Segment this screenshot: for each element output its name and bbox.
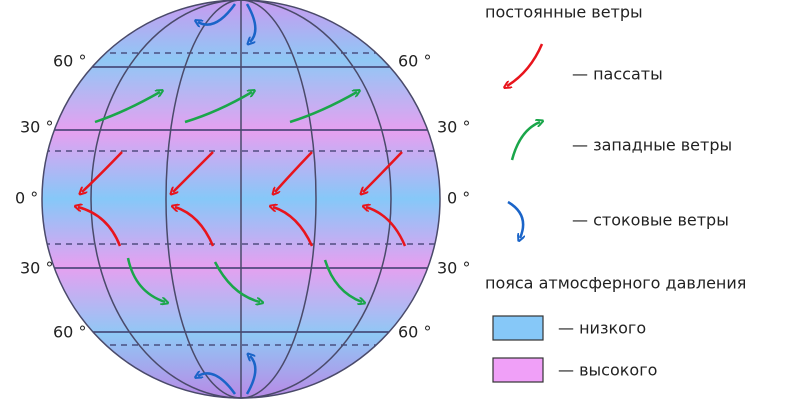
legend-label: — западные ветры — [572, 136, 732, 155]
legend-swatch — [492, 357, 544, 383]
legend-label: — низкого — [558, 319, 646, 338]
westerlies — [94, 92, 362, 302]
lat-label: 60 ° — [398, 52, 431, 71]
legend-label: — стоковые ветры — [572, 211, 729, 230]
lat-label: 30 ° — [437, 118, 470, 137]
lat-label: 30 ° — [20, 259, 53, 278]
polar-winds — [198, 3, 257, 395]
lat-label: 30 ° — [437, 259, 470, 278]
latitude-labels: 60 ° 60 ° 30 ° 30 ° 0 ° 0 ° 30 ° 30 ° 60… — [15, 52, 470, 342]
globe — [41, 0, 441, 399]
lat-label: 60 ° — [398, 323, 431, 342]
legend-label: — высокого — [558, 361, 657, 380]
lat-label: 0 ° — [447, 189, 470, 208]
trade-winds — [78, 151, 407, 247]
legend: постоянные ветры — пассаты — западные ве… — [485, 3, 746, 383]
lat-label: 30 ° — [20, 118, 53, 137]
lat-label: 60 ° — [53, 323, 86, 342]
lat-label: 60 ° — [53, 52, 86, 71]
legend-swatch — [492, 315, 544, 341]
legend-label: — пассаты — [572, 65, 663, 84]
lat-label: 0 ° — [15, 189, 38, 208]
legend-title: пояса атмосферного давления — [485, 274, 746, 293]
legend-title: постоянные ветры — [485, 3, 643, 22]
